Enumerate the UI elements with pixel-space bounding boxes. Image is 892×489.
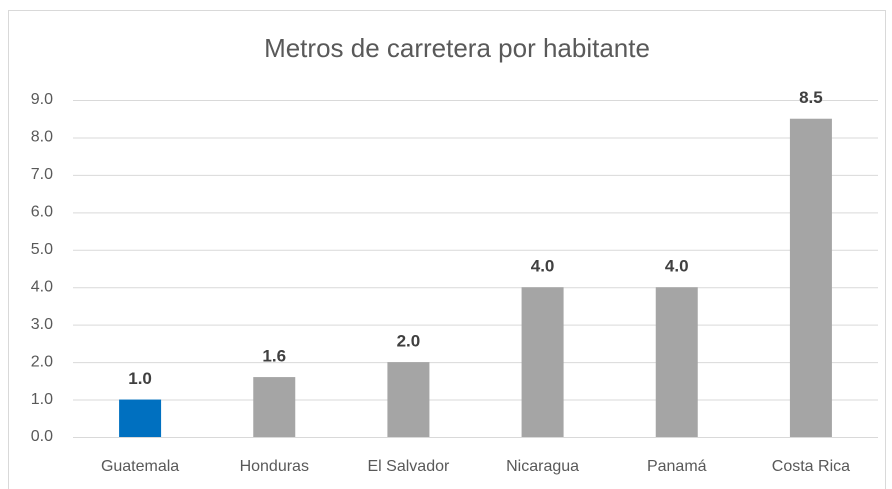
y-tick-label: 9.0: [31, 91, 53, 108]
data-label: 8.5: [799, 88, 823, 107]
bar: [253, 377, 296, 437]
bar: [521, 287, 564, 437]
data-label: 2.0: [397, 332, 421, 351]
y-tick-label: 8.0: [31, 129, 53, 146]
bar: [387, 362, 430, 437]
x-tick-label: El Salvador: [368, 458, 450, 475]
data-label: 1.6: [262, 347, 286, 366]
x-tick-label: Nicaragua: [506, 458, 579, 475]
bar: [789, 118, 832, 437]
chart-title: Metros de carretera por habitante: [264, 33, 650, 63]
x-tick-label: Panamá: [647, 458, 707, 475]
y-tick-label: 1.0: [31, 391, 53, 408]
data-label: 4.0: [665, 257, 689, 276]
y-tick-label: 5.0: [31, 241, 53, 258]
y-tick-label: 0.0: [31, 428, 53, 445]
y-tick-label: 6.0: [31, 204, 53, 221]
x-tick-label: Guatemala: [101, 458, 179, 475]
x-tick-label: Honduras: [240, 458, 309, 475]
y-tick-label: 3.0: [31, 316, 53, 333]
y-tick-label: 2.0: [31, 353, 53, 370]
bar: [655, 287, 698, 437]
y-tick-label: 4.0: [31, 278, 53, 295]
data-label: 4.0: [531, 257, 555, 276]
bar: [119, 399, 162, 437]
x-tick-label: Costa Rica: [772, 458, 850, 475]
y-tick-label: 7.0: [31, 166, 53, 183]
data-label: 1.0: [128, 369, 152, 388]
